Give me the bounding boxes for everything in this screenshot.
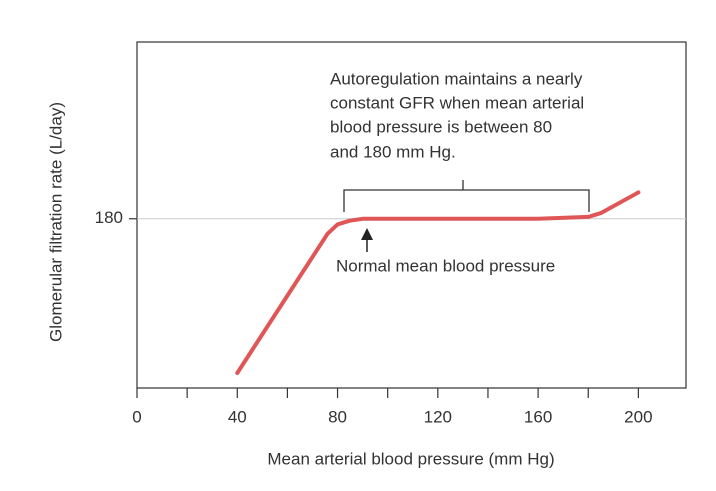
plot-frame xyxy=(136,41,687,389)
y-axis-label: Glomerular filtration rate (L/day) xyxy=(46,102,65,342)
x-tick-label: 160 xyxy=(524,407,552,426)
annotation: Normal mean blood pressure xyxy=(336,256,555,275)
x-tick-label: 40 xyxy=(228,407,247,426)
x-tick-label: 80 xyxy=(328,407,347,426)
annotation: blood pressure is between 80 xyxy=(330,117,552,136)
annotation: constant GFR when mean arterial xyxy=(330,93,584,112)
bracket xyxy=(343,180,590,212)
arrow-head xyxy=(361,228,373,240)
x-tick-label: 120 xyxy=(424,407,452,426)
x-tick-label: 0 xyxy=(132,407,141,426)
y-tick-label: 180 xyxy=(95,208,123,227)
x-axis-label: Mean arterial blood pressure (mm Hg) xyxy=(267,449,554,468)
x-tick-label: 200 xyxy=(624,407,652,426)
data-line xyxy=(235,190,641,375)
annotation: Autoregulation maintains a nearly xyxy=(330,69,583,88)
annotation: and 180 mm Hg. xyxy=(330,142,456,161)
